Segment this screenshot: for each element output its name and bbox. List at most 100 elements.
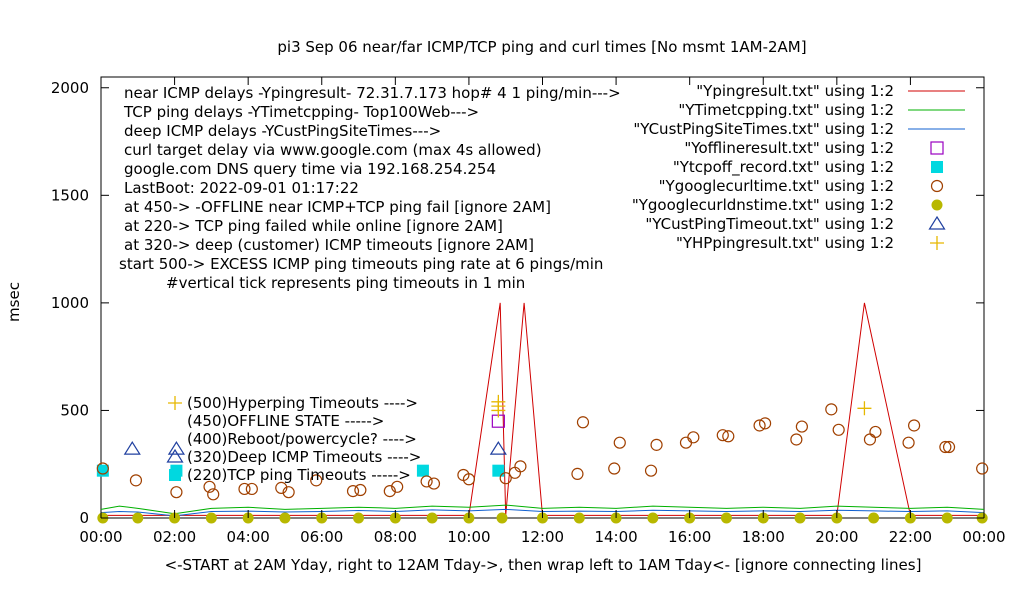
x-tick-label: 12:00	[521, 528, 564, 546]
series-7	[123, 441, 507, 455]
data-point	[282, 486, 295, 499]
x-tick-label: 06:00	[300, 528, 343, 546]
data-point	[795, 420, 808, 433]
data-point	[238, 482, 251, 496]
info-text-block: near ICMP delays -Ypingresult- 72.31.7.1…	[119, 84, 621, 292]
info-line: near ICMP delays -Ypingresult- 72.31.7.1…	[124, 84, 621, 102]
data-point	[96, 464, 109, 477]
legend: "Ypingresult.txt" using 1:2"YTimetcpping…	[632, 82, 965, 252]
data-point	[825, 403, 838, 416]
info-line: at 220-> TCP ping failed while online [i…	[124, 217, 503, 235]
key-symbol	[168, 396, 182, 410]
data-point	[205, 512, 217, 524]
y-tick-label: 500	[60, 401, 89, 419]
legend-swatch	[928, 215, 946, 230]
data-point	[687, 431, 700, 444]
data-point	[275, 481, 288, 494]
series-5	[96, 403, 989, 501]
data-point	[863, 433, 877, 446]
data-point	[790, 433, 803, 446]
data-point	[939, 440, 952, 454]
data-point	[868, 512, 880, 524]
legend-label: "Ygooglecurldnstime.txt" using 1:2	[632, 196, 894, 214]
data-point	[573, 512, 585, 524]
data-point	[391, 480, 404, 493]
key-line: (450)OFFLINE STATE ----->	[187, 412, 384, 430]
data-point	[167, 441, 186, 455]
x-axis-label: <-START at 2AM Yday, right to 12AM Tday-…	[165, 556, 922, 574]
chart-title: pi3 Sep 06 near/far ICMP/TCP ping and cu…	[277, 38, 806, 56]
info-line: TCP ping delays -YTimetcpping- Top100Web…	[123, 103, 479, 121]
x-tick-label: 04:00	[227, 528, 270, 546]
data-point	[902, 436, 915, 449]
key-line: (400)Reboot/powercycle? ---->	[187, 430, 417, 448]
data-point	[758, 417, 772, 430]
marker-key-block: (500)Hyperping Timeouts ---->(450)OFFLIN…	[166, 394, 421, 484]
legend-label: "Yofflineresult.txt" using 1:2	[684, 139, 894, 157]
data-point	[416, 464, 429, 477]
info-line: at 450-> -OFFLINE near ICMP+TCP ping fai…	[124, 198, 551, 216]
data-point	[96, 462, 109, 475]
x-tick-label: 00:00	[79, 528, 122, 546]
series-line	[101, 302, 984, 516]
data-point	[489, 441, 507, 455]
series-1	[100, 504, 985, 515]
legend-swatch	[930, 141, 944, 155]
data-point	[794, 512, 806, 524]
data-point	[427, 477, 441, 490]
y-tick-label: 0	[79, 509, 89, 527]
info-line: google.com DNS query time via 192.168.25…	[124, 160, 496, 178]
key-line: (220)TCP ping Timeouts ----->	[187, 466, 411, 484]
data-point	[907, 419, 921, 432]
data-point	[123, 441, 141, 455]
y-axis-label: msec	[5, 282, 23, 322]
data-point	[722, 430, 735, 443]
key-symbol	[169, 469, 181, 481]
data-point	[310, 474, 323, 487]
x-tick-label: 16:00	[668, 528, 711, 546]
x-tick-label: 00:00	[962, 528, 1005, 546]
data-point	[129, 474, 143, 487]
data-point	[462, 473, 476, 486]
tick-layer: 0 500 1000 1500 2000 00:00 02:00 04:00 06:00 08:0…	[51, 77, 1006, 546]
x-tick-label: 10:00	[447, 528, 490, 546]
data-point	[650, 438, 663, 451]
data-point	[508, 466, 522, 479]
data-point	[496, 512, 508, 524]
series-line	[100, 504, 985, 515]
data-point	[353, 512, 365, 524]
x-tick-label: 20:00	[815, 528, 858, 546]
data-point	[571, 467, 584, 480]
data-point	[492, 464, 505, 477]
data-point	[354, 483, 367, 497]
data-point	[426, 512, 438, 524]
series-line	[100, 508, 985, 517]
legend-label: "YCustPingTimeout.txt" using 1:2	[645, 215, 894, 233]
info-line: curl target delay via www.google.com (ma…	[124, 141, 542, 159]
key-line: (500)Hyperping Timeouts ---->	[187, 394, 418, 412]
data-point	[976, 462, 989, 475]
data-point	[942, 440, 956, 454]
info-line: deep ICMP delays -YCustPingSiteTimes--->	[124, 122, 441, 140]
info-line: LastBoot: 2022-09-01 01:17:22	[124, 179, 359, 197]
legend-label: "Ypingresult.txt" using 1:2	[696, 82, 894, 100]
data-point	[132, 512, 144, 524]
data-point	[346, 485, 360, 498]
data-point	[576, 416, 590, 429]
info-line: start 500-> EXCESS ICMP ping timeouts pi…	[119, 255, 603, 273]
data-point	[647, 512, 659, 524]
legend-label: "YCustPingSiteTimes.txt" using 1:2	[633, 120, 894, 138]
x-tick-label: 14:00	[594, 528, 637, 546]
series-8	[491, 394, 872, 418]
data-point	[608, 462, 621, 475]
y-tick-label: 2000	[51, 79, 89, 97]
y-tick-label: 1500	[51, 186, 89, 204]
data-point	[644, 464, 658, 477]
legend-swatch	[930, 179, 944, 193]
key-line: (320)Deep ICMP Timeouts ---->	[187, 448, 421, 466]
data-point	[383, 485, 396, 498]
series-2	[100, 508, 985, 517]
data-point	[170, 486, 183, 499]
data-point	[869, 425, 882, 439]
